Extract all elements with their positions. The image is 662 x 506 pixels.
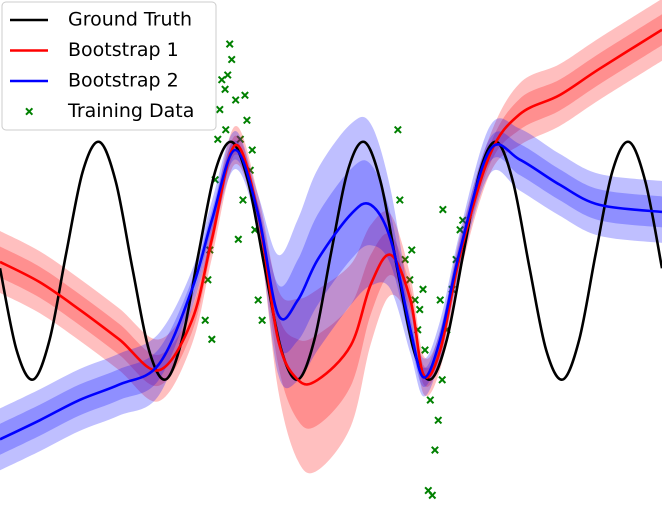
marker-stroke <box>419 285 427 294</box>
marker-stroke <box>407 246 416 254</box>
legend-label: Training Data <box>67 100 194 122</box>
marker-stroke <box>434 416 443 425</box>
marker-stroke <box>201 316 210 325</box>
marker-stroke <box>227 55 236 64</box>
training-point <box>234 235 243 244</box>
marker-stroke <box>231 96 240 104</box>
training-point <box>458 216 467 225</box>
training-point <box>407 246 416 254</box>
training-point <box>241 91 249 100</box>
training-point <box>213 135 222 144</box>
confidence-band <box>0 14 662 429</box>
training-point <box>201 316 210 325</box>
training-point <box>401 255 410 264</box>
training-point <box>225 40 234 48</box>
marker-stroke <box>248 146 257 154</box>
marker-stroke <box>426 396 435 404</box>
training-point <box>428 491 437 500</box>
marker-stroke <box>234 235 243 244</box>
training-point <box>411 296 419 304</box>
training-point <box>239 196 247 204</box>
marker-stroke <box>438 205 447 214</box>
marker-stroke <box>456 225 464 234</box>
marker-stroke <box>438 375 447 384</box>
training-point <box>438 375 447 384</box>
marker-stroke <box>223 71 232 79</box>
training-point <box>421 346 429 354</box>
marker-stroke <box>215 105 224 114</box>
legend-box <box>1 1 217 131</box>
marker-stroke <box>436 296 445 304</box>
marker-stroke <box>236 135 245 144</box>
training-point <box>203 275 212 284</box>
training-point <box>254 296 263 304</box>
training-point <box>217 75 226 84</box>
marker-stroke <box>25 107 34 116</box>
legend-label: Bootstrap 1 <box>68 39 179 61</box>
marker-stroke <box>395 196 404 204</box>
training-point <box>231 96 240 104</box>
legend-marker <box>25 107 34 116</box>
training-point <box>419 285 427 294</box>
training-point <box>426 396 435 404</box>
training-point <box>207 335 216 344</box>
marker-stroke <box>241 91 249 100</box>
training-point <box>221 85 229 94</box>
marker-stroke <box>207 335 216 344</box>
marker-stroke <box>221 125 230 134</box>
marker-stroke <box>411 296 419 304</box>
training-point <box>395 196 404 204</box>
series-line <box>0 143 662 441</box>
legend-label: Ground Truth <box>68 9 192 31</box>
marker-stroke <box>213 135 222 144</box>
series-line <box>0 140 662 381</box>
training-point <box>436 296 445 304</box>
series-line <box>0 28 662 386</box>
training-point <box>438 205 447 214</box>
marker-stroke <box>221 85 229 94</box>
marker-stroke <box>225 40 234 48</box>
marker-stroke <box>458 216 467 225</box>
training-point <box>227 55 236 64</box>
marker-stroke <box>239 196 247 204</box>
training-point <box>248 146 257 154</box>
legend: Ground Truth Bootstrap 1 Bootstrap 2 Traini… <box>1 1 217 131</box>
confidence-band <box>0 116 662 471</box>
marker-stroke <box>424 486 433 495</box>
marker-stroke <box>254 296 263 304</box>
training-point <box>431 446 439 454</box>
training-point <box>258 316 267 325</box>
confidence-band <box>0 131 662 455</box>
marker-stroke <box>431 446 439 454</box>
marker-stroke <box>428 491 437 500</box>
training-point <box>415 305 424 314</box>
legend-label: Bootstrap 2 <box>68 70 179 92</box>
training-point <box>243 116 251 125</box>
training-point <box>456 225 464 234</box>
marker-stroke <box>243 116 251 125</box>
training-point <box>223 71 232 79</box>
marker-stroke <box>415 305 424 314</box>
marker-stroke <box>258 316 267 325</box>
training-point <box>215 105 224 114</box>
training-point <box>393 125 402 134</box>
training-point <box>236 135 245 144</box>
marker-stroke <box>405 275 414 284</box>
marker-stroke <box>401 255 410 264</box>
marker-stroke <box>393 125 402 134</box>
training-point <box>221 125 230 134</box>
marker-stroke <box>217 75 226 84</box>
training-point <box>405 275 414 284</box>
marker-stroke <box>203 275 212 284</box>
marker-stroke <box>421 346 429 354</box>
training-point <box>434 416 443 425</box>
